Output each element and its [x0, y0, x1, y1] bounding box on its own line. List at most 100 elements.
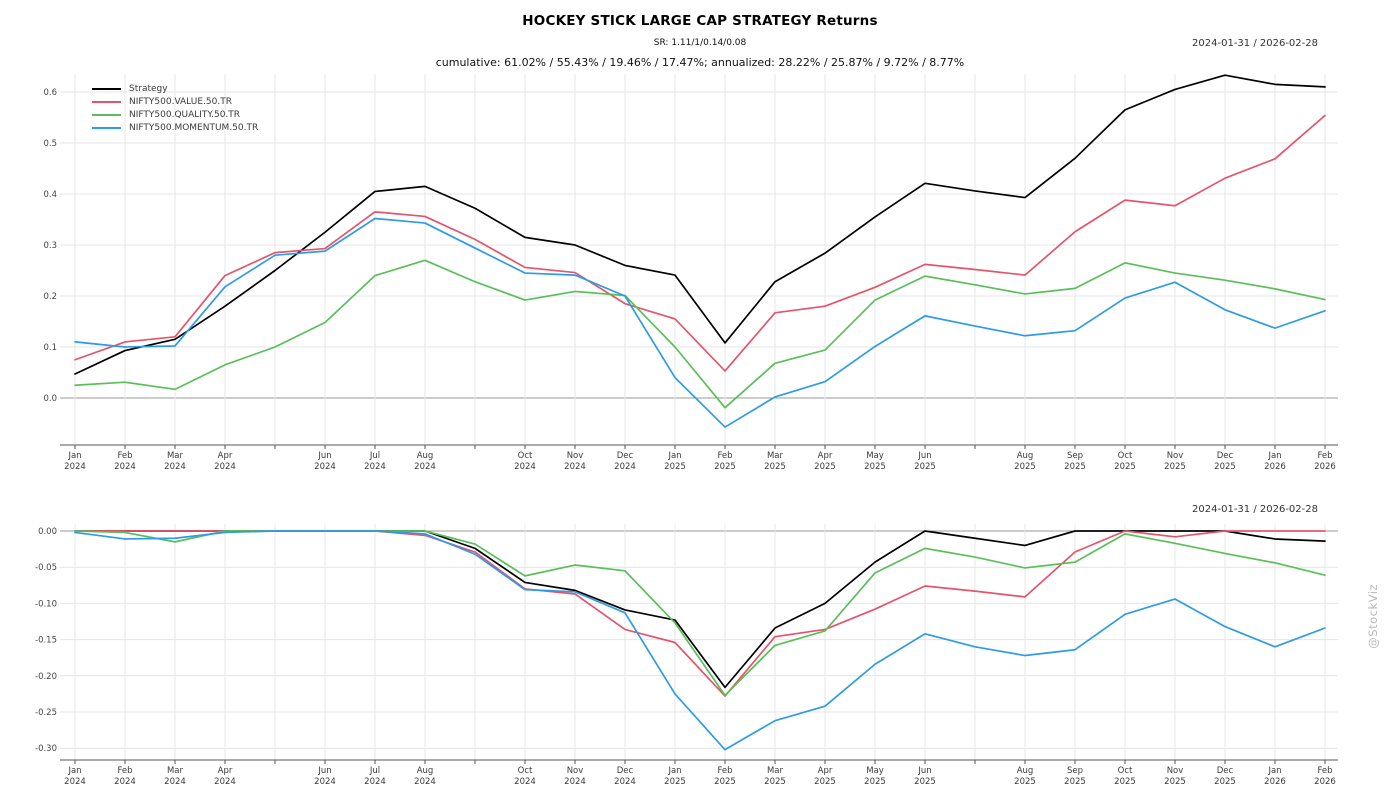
- svg-text:2025: 2025: [1214, 777, 1236, 787]
- svg-text:Mar: Mar: [767, 766, 784, 776]
- svg-text:2026: 2026: [1314, 462, 1336, 472]
- svg-text:0.1: 0.1: [43, 343, 57, 353]
- svg-text:Mar: Mar: [167, 451, 184, 461]
- svg-text:May: May: [866, 766, 884, 776]
- svg-text:Jan: Jan: [667, 451, 681, 461]
- svg-text:Oct: Oct: [518, 766, 533, 776]
- svg-text:Apr: Apr: [218, 766, 233, 776]
- svg-text:2024: 2024: [614, 462, 636, 472]
- svg-text:2025: 2025: [1014, 462, 1036, 472]
- svg-text:Feb: Feb: [1317, 451, 1332, 461]
- svg-text:Dec: Dec: [1217, 766, 1234, 776]
- svg-text:Aug: Aug: [1017, 451, 1034, 461]
- svg-text:2026: 2026: [1264, 777, 1286, 787]
- svg-text:Jan: Jan: [1267, 766, 1281, 776]
- legend-label-value: NIFTY500.VALUE.50.TR: [129, 96, 232, 107]
- date-range-bottom: 2024-01-31 / 2026-02-28: [1192, 504, 1318, 515]
- svg-text:Jun: Jun: [917, 766, 931, 776]
- svg-text:Aug: Aug: [417, 451, 434, 461]
- svg-text:2025: 2025: [914, 462, 936, 472]
- svg-text:Feb: Feb: [1317, 766, 1332, 776]
- svg-text:Jun: Jun: [317, 766, 331, 776]
- svg-text:2025: 2025: [1064, 777, 1086, 787]
- svg-text:Feb: Feb: [117, 451, 132, 461]
- svg-text:Dec: Dec: [617, 451, 634, 461]
- svg-text:-0.20: -0.20: [35, 672, 57, 682]
- svg-text:2025: 2025: [814, 777, 836, 787]
- date-range-top: 2024-01-31 / 2026-02-28: [1192, 38, 1318, 49]
- svg-text:2025: 2025: [1114, 777, 1136, 787]
- svg-text:-0.15: -0.15: [35, 636, 57, 646]
- legend-line-value: [92, 100, 121, 103]
- svg-text:Nov: Nov: [1167, 451, 1184, 461]
- chart-subtitle: SR: 1.11/1/0.14/0.08: [653, 38, 747, 48]
- svg-text:-0.25: -0.25: [35, 708, 57, 718]
- svg-text:Dec: Dec: [617, 766, 634, 776]
- svg-text:2025: 2025: [764, 777, 786, 787]
- svg-text:2026: 2026: [1264, 462, 1286, 472]
- legend-item-quality: NIFTY500.QUALITY.50.TR: [92, 108, 258, 121]
- legend-label-strategy: Strategy: [129, 83, 168, 94]
- svg-text:2024: 2024: [214, 462, 236, 472]
- legend-item-strategy: Strategy: [92, 82, 258, 95]
- svg-text:Jan: Jan: [67, 451, 81, 461]
- svg-text:2024: 2024: [114, 462, 136, 472]
- svg-text:2024: 2024: [514, 462, 536, 472]
- chart-title: HOCKEY STICK LARGE CAP STRATEGY Returns: [522, 13, 878, 29]
- svg-text:Feb: Feb: [717, 451, 732, 461]
- svg-text:2024: 2024: [164, 462, 186, 472]
- svg-text:Apr: Apr: [818, 451, 833, 461]
- svg-text:Aug: Aug: [417, 766, 434, 776]
- svg-text:Feb: Feb: [717, 766, 732, 776]
- svg-text:0.6: 0.6: [43, 88, 57, 98]
- svg-text:2025: 2025: [1064, 462, 1086, 472]
- svg-text:Jul: Jul: [369, 766, 380, 776]
- svg-text:2024: 2024: [414, 777, 436, 787]
- svg-text:0.4: 0.4: [43, 190, 57, 200]
- legend-label-quality: NIFTY500.QUALITY.50.TR: [129, 109, 241, 120]
- svg-text:2025: 2025: [664, 462, 686, 472]
- svg-text:Nov: Nov: [567, 451, 584, 461]
- svg-text:2025: 2025: [814, 462, 836, 472]
- svg-text:-0.30: -0.30: [35, 744, 57, 754]
- svg-text:Sep: Sep: [1067, 766, 1083, 776]
- svg-text:-0.10: -0.10: [35, 599, 57, 609]
- svg-text:May: May: [866, 451, 884, 461]
- svg-text:2024: 2024: [364, 777, 386, 787]
- svg-text:2026: 2026: [1314, 777, 1336, 787]
- svg-text:2024: 2024: [314, 777, 336, 787]
- svg-text:Jan: Jan: [667, 766, 681, 776]
- svg-text:0.2: 0.2: [43, 292, 57, 302]
- svg-text:2024: 2024: [614, 777, 636, 787]
- svg-text:Apr: Apr: [218, 451, 233, 461]
- svg-text:2025: 2025: [764, 462, 786, 472]
- svg-text:Jan: Jan: [67, 766, 81, 776]
- svg-text:Oct: Oct: [1118, 451, 1133, 461]
- svg-text:Mar: Mar: [167, 766, 184, 776]
- svg-text:Aug: Aug: [1017, 766, 1034, 776]
- legend-item-value: NIFTY500.VALUE.50.TR: [92, 95, 258, 108]
- legend-item-momentum: NIFTY500.MOMENTUM.50.TR: [92, 121, 258, 134]
- svg-text:Oct: Oct: [1118, 766, 1133, 776]
- svg-text:2025: 2025: [1114, 462, 1136, 472]
- svg-text:2025: 2025: [1014, 777, 1036, 787]
- svg-text:2024: 2024: [64, 777, 86, 787]
- legend-line-strategy: [92, 87, 121, 90]
- svg-text:Dec: Dec: [1217, 451, 1234, 461]
- svg-text:2024: 2024: [114, 777, 136, 787]
- svg-text:2024: 2024: [314, 462, 336, 472]
- svg-text:2024: 2024: [564, 777, 586, 787]
- svg-text:2025: 2025: [714, 462, 736, 472]
- svg-text:Jul: Jul: [369, 451, 380, 461]
- svg-text:Nov: Nov: [1167, 766, 1184, 776]
- svg-text:Mar: Mar: [767, 451, 784, 461]
- svg-text:2024: 2024: [164, 777, 186, 787]
- svg-text:2024: 2024: [364, 462, 386, 472]
- svg-text:0.0: 0.0: [43, 394, 57, 404]
- svg-text:2025: 2025: [1214, 462, 1236, 472]
- svg-text:0.3: 0.3: [43, 241, 57, 251]
- svg-text:Oct: Oct: [518, 451, 533, 461]
- legend-line-quality: [92, 113, 121, 116]
